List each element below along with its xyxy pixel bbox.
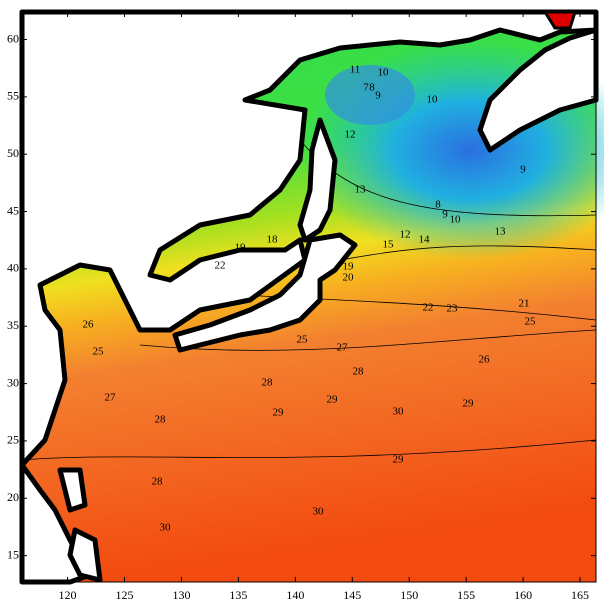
contour-label: 13 — [495, 226, 507, 238]
contour-label: 15 — [383, 239, 395, 251]
contour-label: 25 — [93, 346, 105, 358]
contour-label: 26 — [479, 354, 491, 366]
contour-label: 9 — [442, 209, 448, 221]
x-tick-label: 130 — [172, 588, 190, 602]
contour-label: 25 — [297, 334, 309, 346]
x-tick-label: 125 — [116, 588, 134, 602]
x-tick-label: 135 — [229, 588, 247, 602]
x-tick-label: 150 — [400, 588, 418, 602]
y-tick-label: 60 — [7, 31, 19, 45]
contour-label: 28 — [262, 377, 274, 389]
contour-label: 25 — [525, 316, 537, 328]
contour-label: 11 — [350, 64, 361, 76]
contour-label: 29 — [463, 398, 475, 410]
y-tick-label: 55 — [7, 89, 19, 103]
x-tick-label: 140 — [286, 588, 304, 602]
contour-label: 14 — [419, 234, 431, 246]
contour-label: 22 — [423, 302, 434, 314]
x-tick-label: 155 — [457, 588, 475, 602]
x-tick-label: 160 — [514, 588, 532, 602]
x-tick-label: 120 — [59, 588, 77, 602]
contour-label: 27 — [105, 392, 117, 404]
contour-label: 27 — [337, 342, 349, 354]
contour-label: 12 — [345, 129, 356, 141]
contour-label: 28 — [152, 476, 164, 488]
contour-label: 23 — [447, 303, 459, 315]
y-tick-label: 30 — [7, 375, 19, 389]
contour-label: 30 — [393, 406, 405, 418]
y-tick-label: 35 — [7, 318, 19, 332]
x-tick-label: 145 — [343, 588, 361, 602]
y-tick-label: 45 — [7, 203, 19, 217]
contour-label: 10 — [450, 214, 462, 226]
contour-label: 30 — [160, 522, 172, 534]
contour-label: 10 — [427, 94, 439, 106]
x-tick-label: 165 — [571, 588, 589, 602]
axes: 120 125 130 135 140 145 150 155 160 165 15 20 25 30 35… — [7, 12, 596, 602]
contour-label: 18 — [267, 234, 279, 246]
contour-label: 13 — [355, 184, 367, 196]
y-tick-label: 40 — [7, 261, 19, 275]
y-tick-label: 15 — [7, 547, 19, 561]
contour-label: 29 — [273, 407, 285, 419]
land — [19, 9, 599, 585]
contour-label: 12 — [400, 229, 411, 241]
contour-label: 19 — [235, 242, 247, 254]
contour-label: 26 — [83, 319, 95, 331]
contour-label: 8 — [369, 82, 375, 94]
y-tick-label: 20 — [7, 490, 19, 504]
contour-label: 19 — [343, 261, 355, 273]
contour-label: 10 — [378, 67, 390, 79]
y-tick-label: 50 — [7, 146, 19, 160]
contour-label: 22 — [215, 260, 226, 272]
contour-label: 21 — [519, 298, 530, 310]
frame — [21, 11, 597, 583]
contour-label: 29 — [327, 394, 339, 406]
contour-label: 28 — [155, 414, 167, 426]
y-tick-label: 25 — [7, 433, 19, 447]
contour-label: 29 — [393, 454, 405, 466]
contour-label: 8 — [435, 199, 441, 211]
contour-label: 9 — [375, 90, 381, 102]
contour-label: 7 — [363, 82, 369, 94]
contour-label: 9 — [520, 164, 526, 176]
contour-label: 28 — [353, 366, 365, 378]
contour-label: 30 — [313, 506, 325, 518]
contour-label: 20 — [343, 272, 355, 284]
